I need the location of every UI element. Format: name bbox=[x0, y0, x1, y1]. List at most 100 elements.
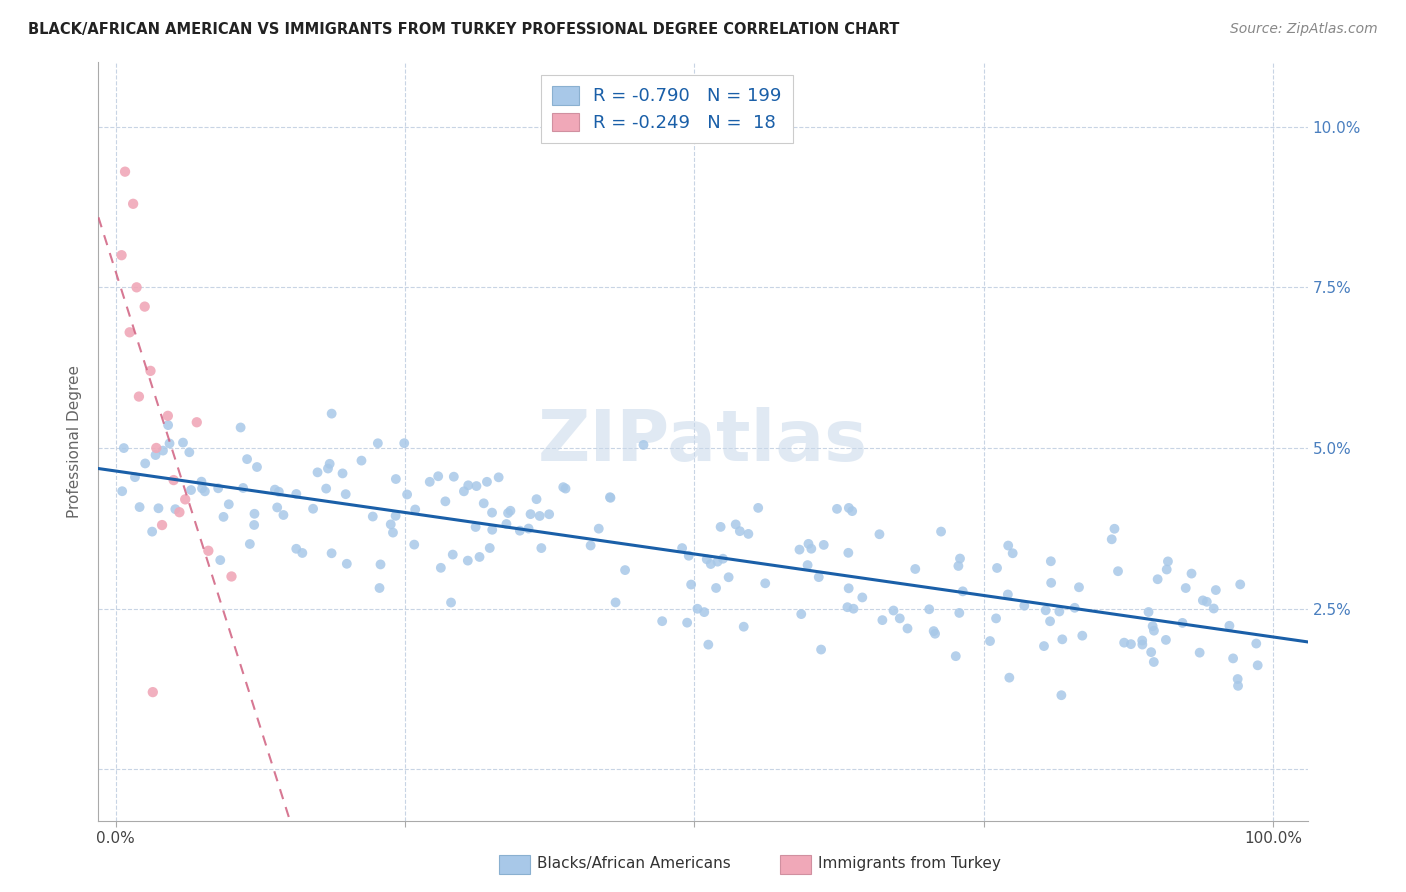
Point bbox=[948, 558, 970, 573]
Point bbox=[1114, 635, 1136, 649]
Point bbox=[851, 591, 873, 605]
Point bbox=[807, 570, 830, 584]
Point bbox=[896, 622, 918, 636]
Point bbox=[464, 520, 486, 534]
Point bbox=[1014, 599, 1036, 613]
Point bbox=[882, 603, 904, 617]
Point bbox=[134, 300, 156, 314]
Point bbox=[162, 473, 184, 487]
Point bbox=[124, 470, 146, 484]
Point bbox=[724, 517, 747, 532]
Point bbox=[443, 469, 465, 483]
Point bbox=[1047, 605, 1070, 619]
Point bbox=[307, 466, 329, 480]
Point bbox=[949, 551, 972, 566]
Point bbox=[1226, 672, 1249, 686]
Point bbox=[1104, 522, 1126, 536]
Point bbox=[1039, 554, 1062, 568]
Point bbox=[496, 506, 519, 520]
Point bbox=[614, 563, 637, 577]
Point bbox=[384, 508, 406, 523]
Point bbox=[291, 546, 314, 560]
Point bbox=[114, 164, 136, 178]
Point bbox=[156, 409, 179, 423]
Point bbox=[302, 501, 325, 516]
Point bbox=[1218, 619, 1240, 633]
Point bbox=[800, 541, 823, 556]
Point bbox=[264, 483, 287, 497]
Point bbox=[350, 453, 373, 467]
Point bbox=[315, 482, 337, 496]
Point bbox=[1035, 603, 1057, 617]
Point bbox=[599, 491, 621, 505]
Point bbox=[924, 626, 946, 640]
Point bbox=[700, 557, 723, 571]
Point bbox=[979, 634, 1001, 648]
Point bbox=[141, 524, 163, 539]
Point bbox=[111, 484, 134, 499]
Point bbox=[488, 470, 510, 484]
Point bbox=[1174, 581, 1197, 595]
Point bbox=[789, 542, 811, 557]
Point bbox=[440, 595, 463, 609]
Point bbox=[285, 487, 308, 501]
Point bbox=[686, 601, 709, 615]
Point bbox=[221, 569, 243, 583]
Point bbox=[530, 541, 553, 555]
Point bbox=[316, 461, 339, 475]
Point bbox=[1171, 615, 1194, 630]
Point bbox=[243, 518, 266, 533]
Point bbox=[172, 435, 194, 450]
Point bbox=[197, 543, 219, 558]
Point bbox=[495, 516, 517, 531]
Point bbox=[838, 500, 860, 515]
Point bbox=[212, 509, 235, 524]
Point bbox=[1063, 600, 1085, 615]
Point bbox=[396, 487, 419, 501]
Point bbox=[148, 501, 170, 516]
Point bbox=[710, 520, 733, 534]
Point bbox=[404, 538, 426, 552]
Point bbox=[1107, 564, 1129, 578]
Point bbox=[948, 606, 970, 620]
Point bbox=[633, 438, 655, 452]
Point bbox=[922, 624, 945, 639]
Point bbox=[671, 541, 693, 555]
Point bbox=[872, 613, 894, 627]
Point bbox=[1156, 562, 1178, 576]
Point bbox=[998, 671, 1021, 685]
Point bbox=[1154, 632, 1177, 647]
Point bbox=[465, 479, 488, 493]
Point bbox=[380, 517, 402, 532]
Point bbox=[385, 472, 408, 486]
Point bbox=[825, 501, 848, 516]
Point bbox=[790, 607, 813, 621]
Point bbox=[889, 611, 911, 625]
Point bbox=[754, 576, 776, 591]
Point bbox=[236, 452, 259, 467]
Point bbox=[1143, 624, 1166, 638]
Point bbox=[837, 600, 859, 615]
Point bbox=[929, 524, 952, 539]
Point bbox=[453, 484, 475, 499]
Text: Blacks/African Americans: Blacks/African Americans bbox=[537, 856, 731, 871]
Point bbox=[1202, 601, 1225, 615]
Point bbox=[796, 558, 818, 573]
Point bbox=[1222, 651, 1244, 665]
Point bbox=[361, 509, 384, 524]
Point bbox=[434, 494, 457, 508]
Point bbox=[243, 507, 266, 521]
Point bbox=[1227, 679, 1250, 693]
Point bbox=[125, 280, 148, 294]
Point bbox=[142, 685, 165, 699]
Point bbox=[1246, 636, 1268, 650]
Point bbox=[997, 587, 1019, 601]
Point bbox=[457, 553, 479, 567]
Point bbox=[651, 614, 673, 628]
Point bbox=[246, 460, 269, 475]
Point bbox=[711, 551, 734, 566]
Point bbox=[145, 448, 167, 462]
Point bbox=[1205, 582, 1227, 597]
Point bbox=[481, 523, 503, 537]
Y-axis label: Professional Degree: Professional Degree bbox=[67, 365, 83, 518]
